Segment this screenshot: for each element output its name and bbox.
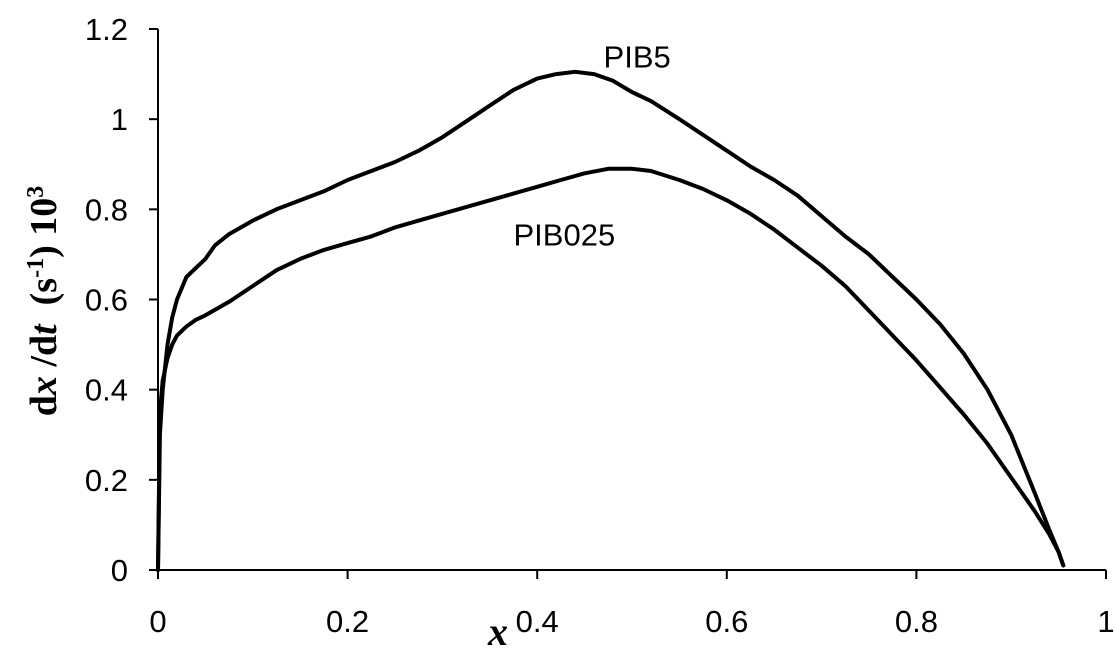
y-axis-title-d: d — [23, 395, 65, 416]
y-ticks: 0 0.2 0.4 0.6 0.8 1 1.2 — [85, 12, 158, 588]
x-tick-label: 0.6 — [705, 604, 748, 639]
series-line-pib025 — [156, 166, 1066, 572]
series-line-pib5 — [156, 69, 1066, 572]
x-tick-label: 0 — [149, 604, 166, 639]
y-axis-title-slash: /d — [23, 335, 65, 376]
y-axis-title-unit-close: ) 10 — [23, 198, 65, 258]
y-axis-title-t: t — [23, 323, 65, 335]
x-tick-label: 0.8 — [895, 604, 938, 639]
y-axis-title: dx /dt (s-1) 103 — [23, 186, 65, 417]
y-tick-label: 0.4 — [85, 373, 128, 408]
y-tick-label: 0 — [111, 553, 128, 588]
y-tick-label: 0.6 — [85, 283, 128, 318]
x-axis-title: x — [487, 609, 508, 651]
y-axis-title-unit: (s — [23, 278, 65, 324]
annotation-group: PIB5 PIB025 — [514, 39, 671, 252]
x-ticks: 0 0.2 0.4 0.6 0.8 1 — [149, 570, 1115, 639]
y-tick-label: 0.8 — [85, 192, 128, 227]
y-axis-title-pow: 3 — [23, 186, 49, 198]
y-axis-title-unit-exp: -1 — [23, 258, 49, 278]
y-tick-label: 0.2 — [85, 463, 128, 498]
x-tick-label: 0.4 — [516, 604, 559, 639]
series-group — [156, 69, 1066, 572]
x-tick-label: 0.2 — [326, 604, 369, 639]
y-tick-label: 1 — [111, 102, 128, 137]
series-label-pib025: PIB025 — [514, 217, 616, 252]
y-axis-title-x: x — [23, 376, 65, 396]
y-tick-label: 1.2 — [85, 12, 128, 47]
axes: 0 0.2 0.4 0.6 0.8 1 0 0.2 0.4 0.6 0.8 1 1.2 — [85, 12, 1115, 639]
series-label-pib5: PIB5 — [604, 39, 671, 74]
x-tick-label: 1 — [1097, 604, 1114, 639]
